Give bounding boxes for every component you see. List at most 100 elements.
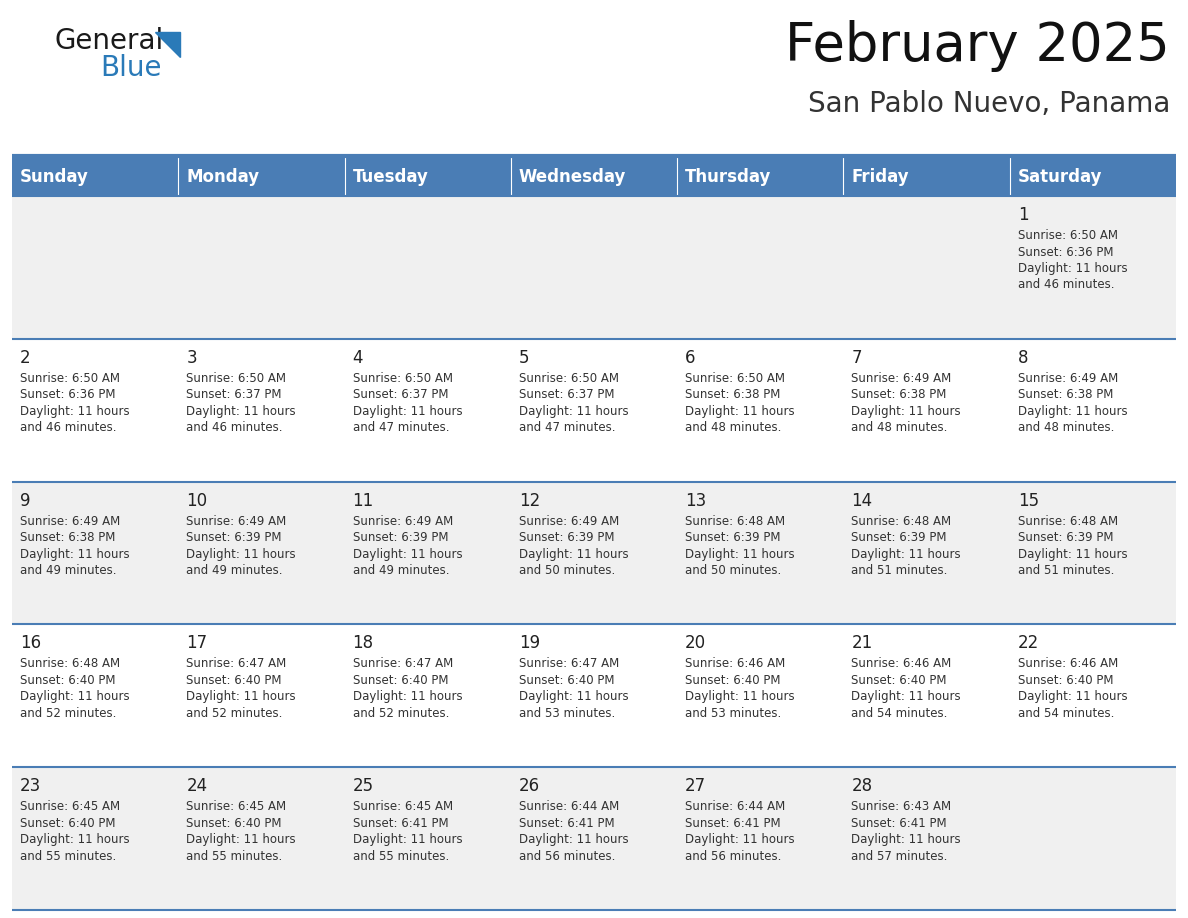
Text: Sunrise: 6:43 AM: Sunrise: 6:43 AM	[852, 800, 952, 813]
Text: Sunrise: 6:49 AM: Sunrise: 6:49 AM	[353, 515, 453, 528]
Bar	[12, 767, 1176, 910]
Text: and 46 minutes.: and 46 minutes.	[187, 421, 283, 434]
Text: 12: 12	[519, 492, 541, 509]
Text: Daylight: 11 hours: Daylight: 11 hours	[852, 834, 961, 846]
Text: Sunrise: 6:47 AM: Sunrise: 6:47 AM	[187, 657, 286, 670]
Text: Sunset: 6:38 PM: Sunset: 6:38 PM	[1018, 388, 1113, 401]
Text: and 56 minutes.: and 56 minutes.	[685, 850, 782, 863]
Text: 17: 17	[187, 634, 208, 653]
Text: Sunset: 6:36 PM: Sunset: 6:36 PM	[20, 388, 115, 401]
Text: 10: 10	[187, 492, 208, 509]
Text: and 52 minutes.: and 52 minutes.	[20, 707, 116, 720]
Text: 19: 19	[519, 634, 541, 653]
Text: and 52 minutes.: and 52 minutes.	[187, 707, 283, 720]
Text: Sunrise: 6:45 AM: Sunrise: 6:45 AM	[353, 800, 453, 813]
Text: Daylight: 11 hours: Daylight: 11 hours	[353, 405, 462, 418]
Text: San Pablo Nuevo, Panama: San Pablo Nuevo, Panama	[808, 90, 1170, 118]
Text: Sunset: 6:39 PM: Sunset: 6:39 PM	[519, 532, 614, 544]
Text: 28: 28	[852, 778, 872, 795]
Text: Sunday: Sunday	[20, 168, 89, 186]
Text: 27: 27	[685, 778, 707, 795]
Text: and 46 minutes.: and 46 minutes.	[20, 421, 116, 434]
Text: Sunset: 6:40 PM: Sunset: 6:40 PM	[20, 674, 115, 687]
Text: Sunset: 6:36 PM: Sunset: 6:36 PM	[1018, 245, 1113, 259]
Text: and 55 minutes.: and 55 minutes.	[20, 850, 116, 863]
Bar	[345, 158, 511, 196]
Text: Sunrise: 6:45 AM: Sunrise: 6:45 AM	[187, 800, 286, 813]
Bar	[12, 158, 178, 196]
Text: Daylight: 11 hours: Daylight: 11 hours	[20, 405, 129, 418]
Text: Daylight: 11 hours: Daylight: 11 hours	[187, 690, 296, 703]
Text: 16: 16	[20, 634, 42, 653]
Text: Daylight: 11 hours: Daylight: 11 hours	[852, 405, 961, 418]
Bar	[178, 158, 345, 196]
Text: Daylight: 11 hours: Daylight: 11 hours	[1018, 405, 1127, 418]
Text: Sunrise: 6:48 AM: Sunrise: 6:48 AM	[685, 515, 785, 528]
Text: 20: 20	[685, 634, 707, 653]
Text: Sunset: 6:37 PM: Sunset: 6:37 PM	[187, 388, 282, 401]
Text: Friday: Friday	[852, 168, 909, 186]
Text: Sunset: 6:41 PM: Sunset: 6:41 PM	[852, 817, 947, 830]
Text: 5: 5	[519, 349, 530, 367]
Text: and 46 minutes.: and 46 minutes.	[1018, 278, 1114, 292]
Text: 6: 6	[685, 349, 696, 367]
Text: Sunrise: 6:47 AM: Sunrise: 6:47 AM	[519, 657, 619, 670]
Text: Sunrise: 6:50 AM: Sunrise: 6:50 AM	[187, 372, 286, 385]
Text: and 50 minutes.: and 50 minutes.	[685, 564, 782, 577]
Text: Sunrise: 6:48 AM: Sunrise: 6:48 AM	[852, 515, 952, 528]
Text: Daylight: 11 hours: Daylight: 11 hours	[685, 834, 795, 846]
Text: Sunrise: 6:49 AM: Sunrise: 6:49 AM	[20, 515, 120, 528]
Bar	[677, 158, 843, 196]
Text: Daylight: 11 hours: Daylight: 11 hours	[1018, 262, 1127, 275]
Text: Daylight: 11 hours: Daylight: 11 hours	[1018, 548, 1127, 561]
Text: Daylight: 11 hours: Daylight: 11 hours	[519, 834, 628, 846]
Text: 2: 2	[20, 349, 31, 367]
Text: Sunset: 6:40 PM: Sunset: 6:40 PM	[187, 817, 282, 830]
Text: Daylight: 11 hours: Daylight: 11 hours	[353, 548, 462, 561]
Text: and 48 minutes.: and 48 minutes.	[1018, 421, 1114, 434]
Text: Sunset: 6:41 PM: Sunset: 6:41 PM	[685, 817, 781, 830]
Text: Sunrise: 6:48 AM: Sunrise: 6:48 AM	[20, 657, 120, 670]
Text: Blue: Blue	[100, 54, 162, 82]
Text: 8: 8	[1018, 349, 1029, 367]
Text: Daylight: 11 hours: Daylight: 11 hours	[20, 690, 129, 703]
Text: Sunrise: 6:50 AM: Sunrise: 6:50 AM	[353, 372, 453, 385]
Text: and 57 minutes.: and 57 minutes.	[852, 850, 948, 863]
Text: Sunset: 6:40 PM: Sunset: 6:40 PM	[852, 674, 947, 687]
Text: Sunrise: 6:49 AM: Sunrise: 6:49 AM	[852, 372, 952, 385]
Text: 18: 18	[353, 634, 374, 653]
Text: Sunrise: 6:50 AM: Sunrise: 6:50 AM	[1018, 229, 1118, 242]
Text: Sunset: 6:39 PM: Sunset: 6:39 PM	[187, 532, 282, 544]
Text: 3: 3	[187, 349, 197, 367]
Text: Sunset: 6:40 PM: Sunset: 6:40 PM	[20, 817, 115, 830]
Text: 7: 7	[852, 349, 862, 367]
Text: Sunset: 6:40 PM: Sunset: 6:40 PM	[353, 674, 448, 687]
Text: and 47 minutes.: and 47 minutes.	[353, 421, 449, 434]
Text: and 55 minutes.: and 55 minutes.	[187, 850, 283, 863]
Text: and 53 minutes.: and 53 minutes.	[519, 707, 615, 720]
Text: Sunset: 6:37 PM: Sunset: 6:37 PM	[519, 388, 614, 401]
Text: General: General	[55, 27, 164, 55]
Text: 24: 24	[187, 778, 208, 795]
Text: Sunset: 6:39 PM: Sunset: 6:39 PM	[685, 532, 781, 544]
Text: and 50 minutes.: and 50 minutes.	[519, 564, 615, 577]
Text: Sunset: 6:40 PM: Sunset: 6:40 PM	[1018, 674, 1113, 687]
Text: Sunset: 6:39 PM: Sunset: 6:39 PM	[1018, 532, 1113, 544]
Text: Sunset: 6:39 PM: Sunset: 6:39 PM	[353, 532, 448, 544]
Text: and 54 minutes.: and 54 minutes.	[852, 707, 948, 720]
Text: Daylight: 11 hours: Daylight: 11 hours	[187, 548, 296, 561]
Text: Sunset: 6:37 PM: Sunset: 6:37 PM	[353, 388, 448, 401]
Text: Sunset: 6:38 PM: Sunset: 6:38 PM	[685, 388, 781, 401]
Text: 21: 21	[852, 634, 873, 653]
Text: Sunrise: 6:47 AM: Sunrise: 6:47 AM	[353, 657, 453, 670]
Text: and 47 minutes.: and 47 minutes.	[519, 421, 615, 434]
Text: Sunset: 6:40 PM: Sunset: 6:40 PM	[187, 674, 282, 687]
Text: Daylight: 11 hours: Daylight: 11 hours	[852, 690, 961, 703]
Text: Sunset: 6:40 PM: Sunset: 6:40 PM	[685, 674, 781, 687]
Text: Sunset: 6:39 PM: Sunset: 6:39 PM	[852, 532, 947, 544]
Text: Sunrise: 6:46 AM: Sunrise: 6:46 AM	[1018, 657, 1118, 670]
Text: Daylight: 11 hours: Daylight: 11 hours	[685, 405, 795, 418]
Text: Daylight: 11 hours: Daylight: 11 hours	[20, 834, 129, 846]
Text: and 55 minutes.: and 55 minutes.	[353, 850, 449, 863]
Text: 13: 13	[685, 492, 707, 509]
